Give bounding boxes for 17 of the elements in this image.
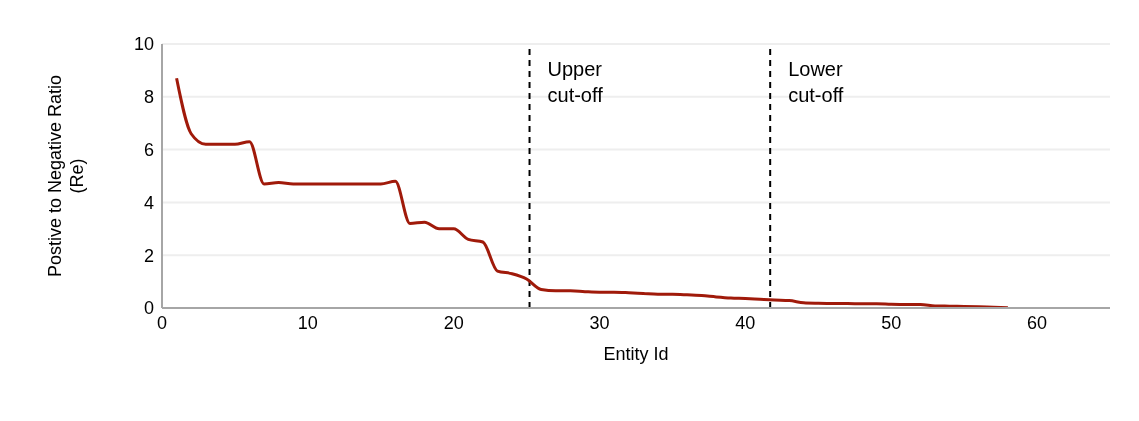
x-tick-label: 20 (443, 312, 464, 333)
y-tick-label: 2 (143, 245, 154, 266)
x-tick-label: 60 (1027, 312, 1048, 333)
y-tick-label: 4 (143, 192, 154, 213)
y-axis-title: Postive to Negative Ratio (Re) (45, 74, 87, 278)
x-axis-title: Entity Id (603, 344, 669, 364)
y-tick-label: 6 (143, 139, 154, 160)
x-tick-label: 40 (735, 312, 756, 333)
x-tick-label: 30 (589, 312, 610, 333)
y-tick-label: 0 (143, 298, 154, 319)
x-tick-label: 50 (881, 312, 902, 333)
x-tick-label: 10 (297, 312, 318, 333)
y-tick-label: 10 (133, 34, 154, 55)
y-tick-label: 8 (143, 87, 154, 108)
ref-line-label: Upper cut-off (547, 58, 604, 106)
ref-line-label: Lower cut-off (788, 58, 844, 106)
x-tick-label: 0 (156, 312, 168, 333)
